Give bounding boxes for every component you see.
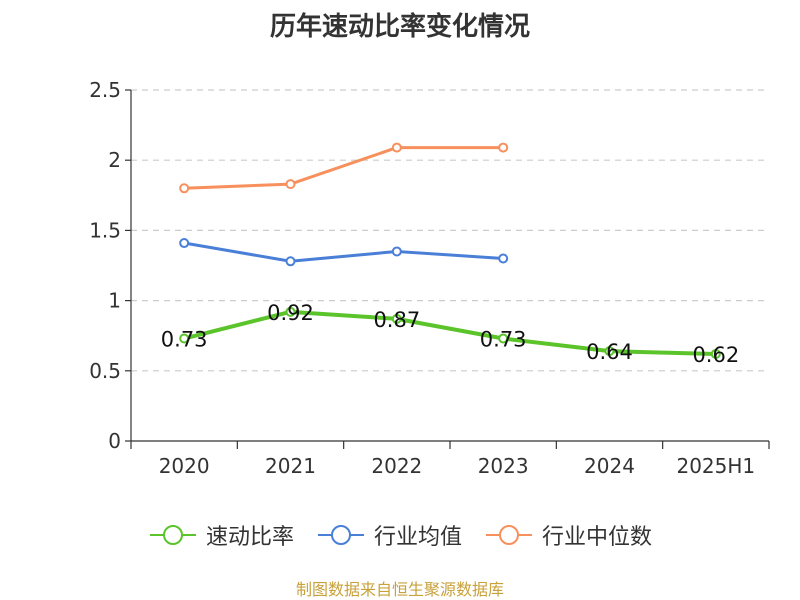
y-tick-label: 1 [108, 289, 121, 313]
legend-item-quick-ratio[interactable]: 速动比率 [148, 519, 294, 551]
legend-marker-industry-mean [317, 525, 364, 545]
chart-title: 历年速动比率变化情况 [269, 12, 530, 42]
legend-label-quick-ratio: 速动比率 [205, 525, 294, 550]
data-point [498, 142, 509, 153]
series [179, 142, 721, 359]
data-point [179, 183, 190, 194]
legend: 速动比率 行业均值 行业中位数 [0, 519, 800, 551]
x-tick-label: 2025H1 [676, 454, 755, 478]
data-point [391, 142, 402, 153]
data-point [285, 306, 296, 317]
data-label: 0.62 [692, 343, 739, 367]
data-point [391, 246, 402, 257]
data-point [498, 333, 509, 344]
data-label: 0.64 [586, 340, 633, 364]
data-source: 制图数据来自恒生聚源数据库 [295, 580, 504, 599]
legend-label-industry-mean: 行业均值 [373, 525, 462, 550]
data-point [179, 238, 190, 249]
data-point [604, 346, 615, 357]
x-tick-label: 2023 [478, 454, 529, 478]
x-tick-label: 2020 [159, 454, 210, 478]
legend-marker-quick-ratio [149, 525, 196, 545]
data-point [285, 256, 296, 267]
data-label: 0.73 [161, 328, 208, 352]
y-tick-label: 0.5 [89, 359, 121, 383]
x-tick-label: 2021 [265, 454, 316, 478]
legend-item-industry-median[interactable]: 行业中位数 [484, 519, 652, 551]
axes: 0 0.5 1 1.5 2 2.5 2020 2021 2022 2023 2024 2025H1 [89, 78, 770, 478]
legend-marker-industry-median [486, 525, 532, 545]
x-tick-label: 2022 [371, 454, 422, 478]
y-tick-label: 2 [108, 148, 121, 172]
series-line [182, 309, 718, 356]
data-labels: 0.73 0.92 0.87 0.73 0.64 0.62 [161, 301, 739, 367]
data-point [391, 313, 402, 324]
y-tick-label: 0 [108, 429, 121, 453]
data-label: 0.73 [480, 328, 527, 352]
data-label: 0.92 [267, 301, 314, 325]
series-line [182, 146, 505, 190]
data-point [285, 179, 296, 190]
y-tick-label: 2.5 [89, 78, 121, 102]
series-line [182, 241, 505, 263]
legend-label-industry-median: 行业中位数 [542, 525, 653, 550]
legend-item-industry-mean[interactable]: 行业均值 [316, 519, 462, 551]
grid [131, 89, 769, 372]
data-label: 0.87 [373, 308, 420, 332]
data-point [498, 253, 509, 264]
x-tick-label: 2024 [584, 454, 635, 478]
data-point [179, 333, 190, 344]
data-point [710, 348, 721, 359]
y-tick-label: 1.5 [89, 218, 121, 242]
